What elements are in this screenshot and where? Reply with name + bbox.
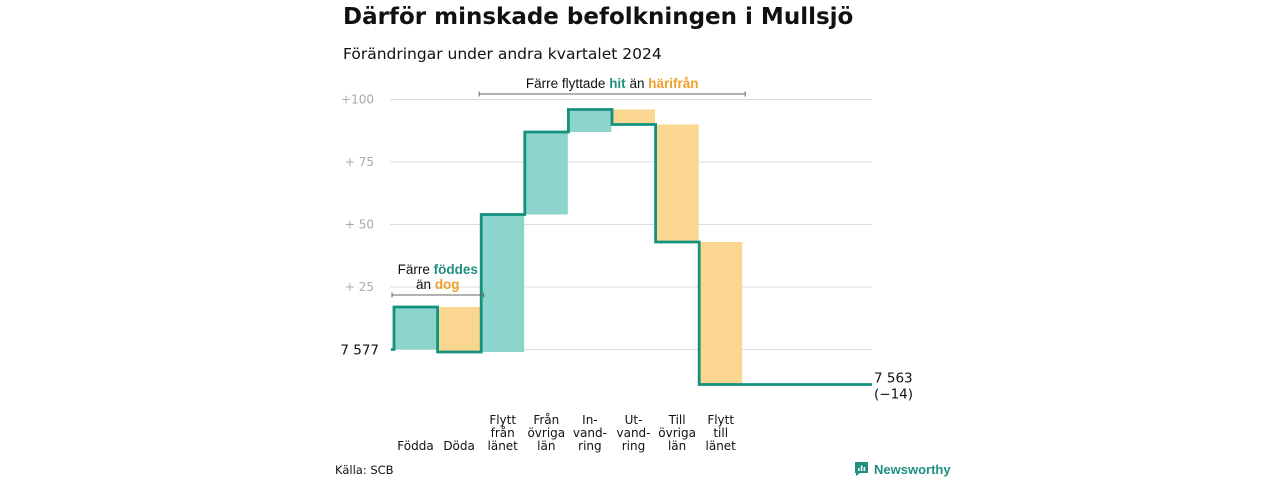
bar-decrease	[655, 124, 699, 242]
annotation-orange-text: härifrån	[648, 76, 698, 91]
annotation-text: Färre flyttade hit än härifrån	[526, 76, 699, 91]
chart-subtitle: Förändringar under andra kvartalet 2024	[343, 45, 662, 63]
bar-decrease	[437, 307, 481, 352]
annotation-plain-text: Färre	[398, 262, 434, 277]
annotation-text: Färre föddes	[398, 262, 478, 277]
x-tick-label: Flytt	[489, 413, 516, 427]
brand-name: Newsworthy	[874, 461, 951, 477]
end-value-label: 7 563	[874, 371, 913, 387]
x-tick-label: ring	[578, 439, 602, 453]
x-tick-label: Från	[533, 413, 559, 427]
end-change-label: (−14)	[874, 387, 913, 403]
bar-increase	[481, 214, 525, 352]
annotation-plain-text: än	[626, 76, 649, 91]
x-tick-label: från	[491, 426, 515, 440]
bar-increase	[394, 307, 437, 350]
source-note: Källa: SCB	[335, 463, 394, 477]
x-tick-label: Döda	[443, 439, 475, 453]
x-tick-label: länet	[706, 439, 737, 453]
x-tick-label: vand-	[573, 426, 607, 440]
y-tick-label: + 50	[345, 218, 374, 232]
annotation-teal-text: föddes	[434, 262, 478, 277]
bar-increase	[524, 132, 568, 215]
bar-decrease	[612, 109, 655, 125]
x-tick-label: län	[668, 439, 686, 453]
annotation-text: än dog	[416, 277, 460, 292]
brand-logo: Newsworthy	[854, 461, 951, 477]
x-tick-label: Födda	[397, 439, 433, 453]
x-tick-label: Ut-	[625, 413, 643, 427]
newsworthy-logo-icon	[855, 462, 868, 476]
annotation-orange-text: dog	[435, 277, 460, 292]
x-tick-label: övriga	[527, 426, 565, 440]
chart-title: Därför minskade befolkningen i Mullsjö	[343, 4, 854, 30]
x-tick-label: län	[537, 439, 555, 453]
annotation-plain-text: än	[416, 277, 435, 292]
annotation-teal-text: hit	[609, 76, 626, 91]
x-tick-label: In-	[582, 413, 597, 427]
x-tick-label: Till	[668, 413, 686, 427]
y-tick-label: + 25	[345, 280, 374, 294]
x-tick-label: till	[713, 426, 728, 440]
x-tick-label: Flytt	[707, 413, 734, 427]
x-tick-label: vand-	[616, 426, 650, 440]
annotation-plain-text: Färre flyttade	[526, 76, 609, 91]
x-tick-label: ring	[622, 439, 646, 453]
start-value-label: 7 577	[340, 343, 379, 359]
y-tick-label: +100	[341, 93, 374, 107]
x-tick-label: länet	[488, 439, 519, 453]
bar-increase	[568, 109, 612, 132]
bar-decrease	[699, 242, 743, 385]
cumulative-step-line	[391, 108, 872, 386]
x-tick-label: övriga	[658, 426, 696, 440]
y-tick-label: + 75	[345, 155, 374, 169]
